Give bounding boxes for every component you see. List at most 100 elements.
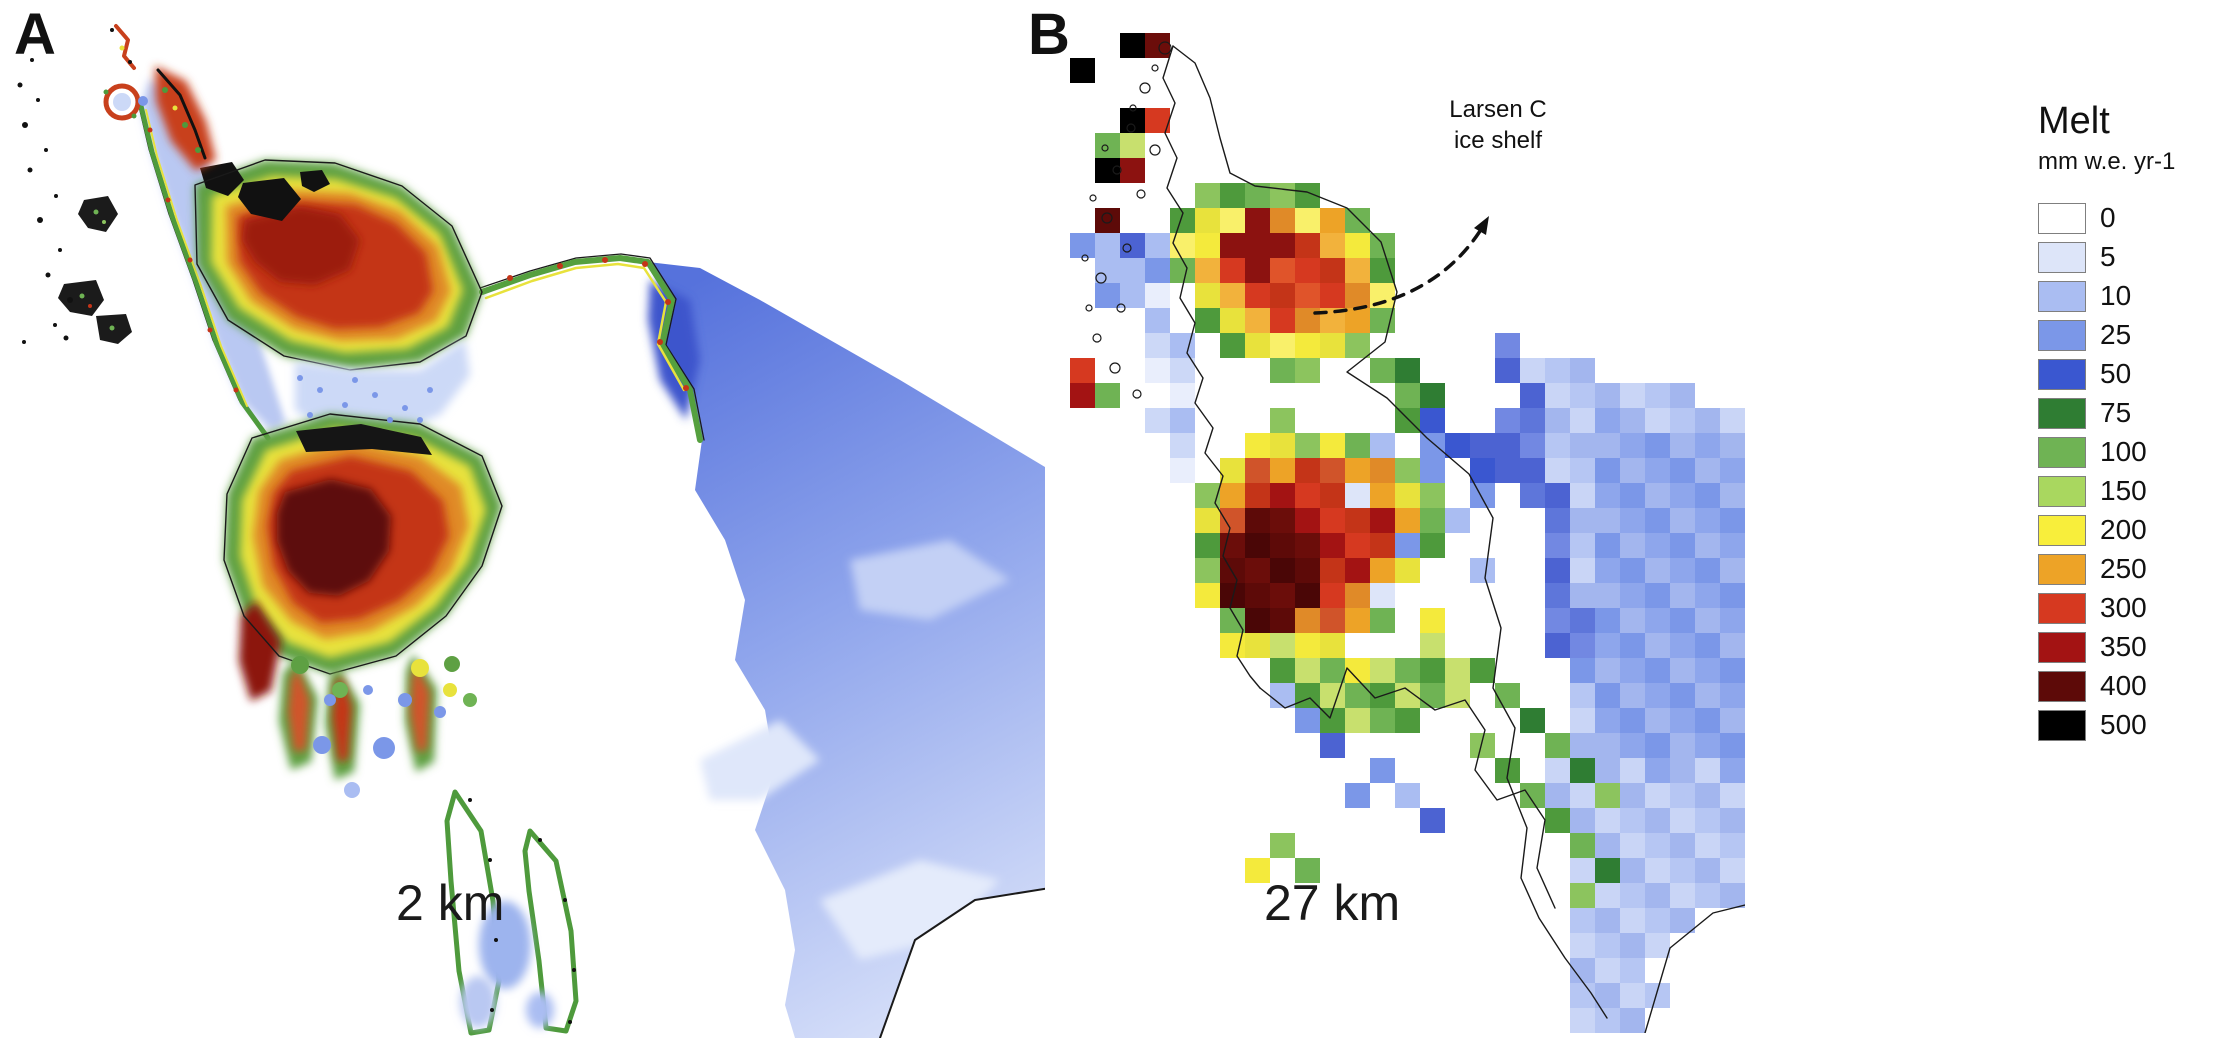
legend-value: 100 xyxy=(2100,436,2147,467)
map-region xyxy=(479,253,705,441)
map-region xyxy=(332,676,352,762)
map-speckle xyxy=(17,82,23,88)
map-speckle xyxy=(683,385,689,391)
larsen-c-annotation-line1: Larsen C xyxy=(1449,96,1547,123)
map-region xyxy=(138,103,271,441)
map-region xyxy=(200,162,244,196)
map-region xyxy=(479,901,531,989)
legend-entry: 10 xyxy=(2038,280,2224,312)
legend-entry: 400 xyxy=(2038,670,2224,702)
map-speckle xyxy=(313,736,331,754)
map-speckle xyxy=(67,297,73,303)
map-speckle xyxy=(53,323,57,327)
map-region xyxy=(300,170,330,192)
legend-swatch xyxy=(2038,514,2086,546)
legend-subtitle: mm w.e. yr-1 xyxy=(2038,148,2176,175)
map-region xyxy=(460,976,496,1028)
map-speckle xyxy=(233,387,239,393)
legend-value: 250 xyxy=(2100,553,2147,584)
map-2km xyxy=(17,24,1050,1038)
map-speckle xyxy=(110,28,114,32)
legend-value: 75 xyxy=(2100,397,2132,428)
legend-entry: 25 xyxy=(2038,319,2224,351)
legend-swatch xyxy=(2038,670,2086,702)
map-speckle xyxy=(444,656,460,672)
map-speckle xyxy=(162,87,168,93)
map-speckle xyxy=(642,261,648,267)
map-speckle xyxy=(387,417,393,423)
map-speckle xyxy=(563,898,567,902)
legend-entry: 350 xyxy=(2038,631,2224,663)
map-speckle xyxy=(488,858,492,862)
map-region xyxy=(296,424,432,455)
map-region xyxy=(850,540,1010,620)
island-outline xyxy=(1129,104,1137,112)
coastline xyxy=(1172,45,1608,1019)
legend: Melt mm w.e. yr-1 0 5 10 25 50 75 100 150 200 250… xyxy=(2038,100,2224,748)
map-region xyxy=(880,888,1050,1038)
map-speckle xyxy=(398,693,412,707)
larsen-c-annotation-line2: ice shelf xyxy=(1453,127,1543,155)
map-speckle xyxy=(165,197,171,203)
panel-a-resolution-label: 2 km xyxy=(396,875,505,931)
map-region xyxy=(484,262,686,392)
island-outline xyxy=(1112,165,1122,175)
map-speckle xyxy=(30,58,34,62)
legend-value: 25 xyxy=(2100,319,2132,350)
legend-entry: 300 xyxy=(2038,592,2224,624)
legend-swatch xyxy=(2038,397,2086,429)
legend-swatch xyxy=(2038,631,2086,663)
legend-entry: 250 xyxy=(2038,553,2224,585)
map-speckle xyxy=(79,293,85,299)
map-speckle xyxy=(128,60,132,64)
island-outline xyxy=(1158,41,1172,55)
map-speckle xyxy=(36,98,40,102)
map-speckle xyxy=(568,1020,572,1024)
legend-swatch xyxy=(2038,202,2086,234)
map-speckle xyxy=(434,706,446,718)
legend-swatch xyxy=(2038,436,2086,468)
legend-swatch xyxy=(2038,592,2086,624)
coastline xyxy=(1259,667,1556,909)
map-region xyxy=(113,93,131,111)
island-outline xyxy=(1116,303,1126,313)
map-speckle xyxy=(54,194,58,198)
map-speckle xyxy=(297,375,303,381)
legend-entry: 500 xyxy=(2038,709,2224,741)
island-outline xyxy=(1101,212,1113,224)
map-speckle xyxy=(147,127,153,133)
panel-b-label: B xyxy=(1028,2,1070,67)
map-region xyxy=(156,68,207,160)
map-region xyxy=(194,159,483,371)
map-speckle xyxy=(207,327,213,333)
map-speckle xyxy=(411,659,429,677)
map-speckle xyxy=(572,968,576,972)
map-speckle xyxy=(119,45,125,51)
map-speckle xyxy=(103,89,109,95)
map-speckle xyxy=(27,167,33,173)
legend-value: 350 xyxy=(2100,631,2147,662)
island-outline xyxy=(1132,389,1142,399)
legend-entry: 0 xyxy=(2038,202,2224,234)
legend-value: 5 xyxy=(2100,241,2116,272)
coastline xyxy=(1644,904,1745,1033)
map-speckle xyxy=(417,417,423,423)
map-speckle xyxy=(494,938,498,942)
map-region xyxy=(410,664,430,752)
map-region xyxy=(288,668,310,752)
map-speckle xyxy=(195,147,201,153)
legend-swatch xyxy=(2038,280,2086,312)
map-speckle xyxy=(291,656,309,674)
map-region xyxy=(238,178,301,221)
map-region xyxy=(522,828,579,1034)
panel-a-label: A xyxy=(14,2,56,67)
legend-swatch xyxy=(2038,319,2086,351)
map-speckle xyxy=(557,263,563,269)
map-speckle xyxy=(602,257,608,263)
legend-swatch xyxy=(2038,709,2086,741)
map-region xyxy=(648,262,1050,1038)
map-region xyxy=(223,413,503,675)
map-speckle xyxy=(22,340,26,344)
map-speckle xyxy=(427,387,433,393)
